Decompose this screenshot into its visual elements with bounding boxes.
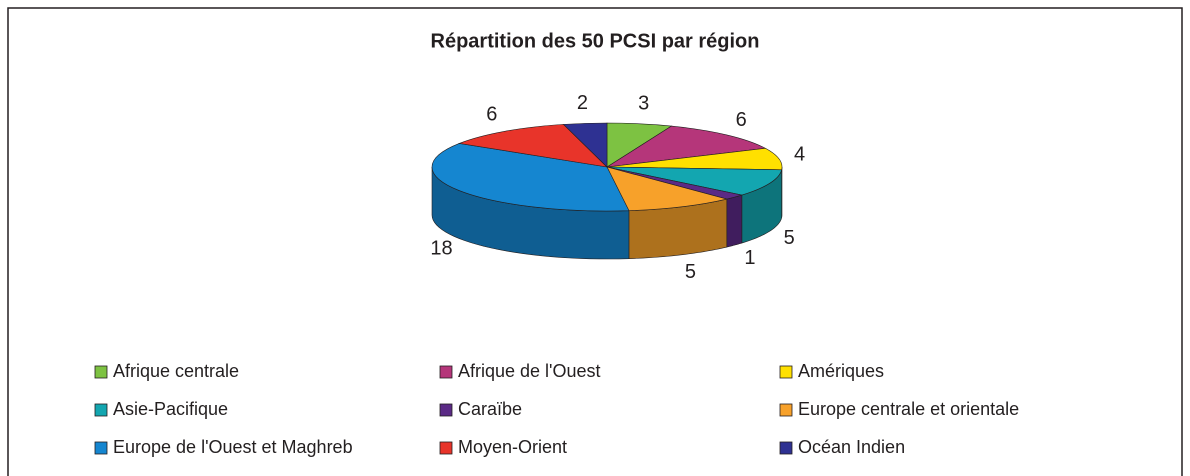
frame xyxy=(7,7,1183,476)
data-label: 6 xyxy=(486,104,497,126)
slice xyxy=(606,166,727,211)
slice xyxy=(606,166,783,196)
legend-swatch xyxy=(779,365,793,379)
legend-swatch xyxy=(439,365,453,379)
data-label: 2 xyxy=(577,92,588,114)
slice-side xyxy=(726,194,743,248)
data-label: 1 xyxy=(744,247,755,269)
legend-swatch xyxy=(439,441,453,455)
legend-swatch xyxy=(439,403,453,417)
legend-label: Amériques xyxy=(798,361,884,381)
data-label: 5 xyxy=(784,227,795,249)
legend-label: Caraïbe xyxy=(458,399,522,419)
slice xyxy=(562,122,608,168)
data-label: 3 xyxy=(638,93,649,115)
data-label: 18 xyxy=(430,237,452,259)
slice xyxy=(458,124,608,168)
legend-label: Afrique de l'Ouest xyxy=(458,361,601,381)
legend-swatch xyxy=(94,441,108,455)
data-label: 4 xyxy=(794,143,805,165)
legend-swatch xyxy=(779,441,793,455)
slice xyxy=(606,125,767,168)
legend-label: Europe de l'Ouest et Maghreb xyxy=(113,437,353,457)
legend-label: Moyen-Orient xyxy=(458,437,567,457)
data-label: 6 xyxy=(736,109,747,131)
legend-label: Afrique centrale xyxy=(113,361,239,381)
chart-title: Répartition des 50 PCSI par région xyxy=(431,30,760,52)
legend-label: Asie-Pacifique xyxy=(113,399,228,419)
legend-label: Europe centrale et orientale xyxy=(798,399,1019,419)
legend-swatch xyxy=(779,403,793,417)
data-label: 5 xyxy=(685,261,696,283)
legend-swatch xyxy=(94,365,108,379)
legend-label: Océan Indien xyxy=(798,437,905,457)
slice xyxy=(431,143,630,212)
legend-swatch xyxy=(94,403,108,417)
